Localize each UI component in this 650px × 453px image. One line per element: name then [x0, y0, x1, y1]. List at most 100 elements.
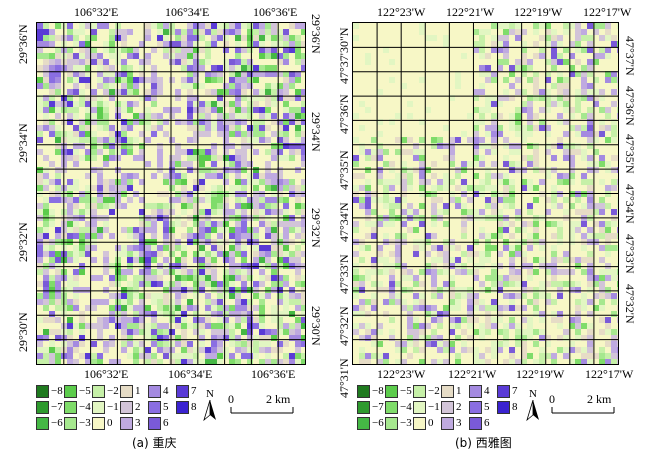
raster-cell [503, 41, 509, 47]
raster-cell [169, 251, 175, 257]
raster-cell [509, 203, 515, 209]
raster-cell [121, 41, 127, 47]
raster-cell [103, 305, 109, 311]
raster-cell [91, 131, 97, 137]
raster-cell [295, 245, 301, 251]
raster-cell [49, 125, 55, 131]
raster-cell [479, 335, 485, 341]
raster-cell [133, 119, 139, 125]
raster-cell [359, 323, 365, 329]
raster-cell [151, 29, 157, 35]
raster-cell [55, 71, 61, 77]
raster-cell [353, 311, 359, 317]
raster-cell [371, 263, 377, 269]
raster-cell [235, 131, 241, 137]
raster-cell [97, 83, 103, 89]
raster-cell [265, 269, 271, 275]
legend-item: 6 [469, 417, 490, 430]
raster-cell [97, 89, 103, 95]
raster-cell [85, 71, 91, 77]
raster-cell [151, 221, 157, 227]
raster-cell [157, 275, 163, 281]
raster-cell [503, 275, 509, 281]
raster-cell [295, 221, 301, 227]
raster-cell [43, 305, 49, 311]
raster-cell [509, 83, 515, 89]
raster-cell [277, 131, 283, 137]
raster-cell [521, 329, 527, 335]
raster-cell [289, 221, 295, 227]
raster-cell [437, 143, 443, 149]
raster-cell [289, 143, 295, 149]
raster-cell [133, 353, 139, 359]
raster-cell [85, 317, 91, 323]
raster-cell [587, 41, 593, 47]
raster-cell [79, 155, 85, 161]
raster-cell [187, 143, 193, 149]
raster-cell [497, 59, 503, 65]
raster-cell [115, 221, 121, 227]
raster-cell [121, 275, 127, 281]
raster-cell [557, 137, 563, 143]
raster-cell [85, 227, 91, 233]
raster-cell [491, 131, 497, 137]
raster-cell [109, 65, 115, 71]
raster-cell [617, 155, 618, 161]
raster-cell [241, 251, 247, 257]
raster-cell [163, 287, 169, 293]
raster-cell [49, 221, 55, 227]
raster-cell [259, 89, 265, 95]
raster-cell [73, 359, 79, 364]
raster-cell [259, 161, 265, 167]
raster-cell [235, 161, 241, 167]
map-panel-chongqing [36, 22, 306, 365]
raster-cell [97, 185, 103, 191]
raster-cell [73, 155, 79, 161]
raster-cell [587, 281, 593, 287]
raster-cell [115, 179, 121, 185]
raster-cell [587, 161, 593, 167]
raster-cell [283, 329, 289, 335]
raster-cell [461, 329, 467, 335]
raster-cell [73, 347, 79, 353]
raster-cell [109, 113, 115, 119]
raster-cell [169, 77, 175, 83]
raster-cell [539, 125, 545, 131]
raster-cell [533, 221, 539, 227]
raster-cell [127, 275, 133, 281]
raster-cell [103, 119, 109, 125]
raster-cell [277, 323, 283, 329]
raster-cell [241, 287, 247, 293]
raster-cell [359, 305, 365, 311]
raster-cell [271, 359, 277, 364]
raster-cell [73, 263, 79, 269]
raster-cell [133, 101, 139, 107]
raster-cell [533, 53, 539, 59]
raster-cell [49, 245, 55, 251]
raster-cell [223, 257, 229, 263]
raster-cell [97, 161, 103, 167]
raster-cell [497, 113, 503, 119]
raster-cell [241, 299, 247, 305]
raster-cell [265, 137, 271, 143]
top-lon-label: 122°21'W [446, 5, 495, 19]
raster-cell [133, 281, 139, 287]
raster-cell [509, 317, 515, 323]
raster-cell [121, 347, 127, 353]
raster-cell [157, 83, 163, 89]
raster-cell [67, 323, 73, 329]
raster-cell [109, 119, 115, 125]
raster-cell [437, 359, 443, 364]
raster-cell [127, 299, 133, 305]
raster-cell [205, 185, 211, 191]
raster-cell [43, 23, 49, 29]
raster-cell [55, 59, 61, 65]
raster-cell [241, 89, 247, 95]
raster-cell [521, 101, 527, 107]
raster-cell [295, 59, 301, 65]
raster-cell [109, 149, 115, 155]
raster-cell [449, 341, 455, 347]
legend-value: 3 [135, 417, 141, 429]
raster-cell [37, 329, 43, 335]
raster-cell [205, 41, 211, 47]
